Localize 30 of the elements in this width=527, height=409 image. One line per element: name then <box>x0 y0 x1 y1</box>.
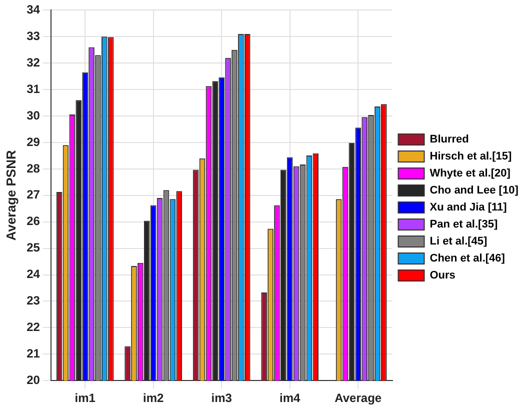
legend-label: Whyte et al.[20] <box>430 168 511 180</box>
y-tick-label: 22 <box>26 320 40 334</box>
x-tick-label: Average <box>334 391 382 406</box>
legend-label: Li et al.[45] <box>430 236 488 248</box>
x-tick-label: im1 <box>74 391 96 406</box>
legend-label: Blurred <box>430 134 469 146</box>
y-tick-label: 20 <box>26 372 40 387</box>
y-tick-label: 25 <box>26 240 40 255</box>
y-tick-label: 32 <box>26 55 40 70</box>
y-tick-label: 30 <box>26 108 40 122</box>
x-tick-label: im3 <box>211 391 232 406</box>
legend-label: Chen et al.[46] <box>430 252 506 265</box>
x-tick-label: im4 <box>280 391 301 406</box>
x-tick-label: im2 <box>142 391 164 406</box>
y-tick-label: 26 <box>26 214 40 228</box>
y-tick-label: 33 <box>26 28 40 43</box>
y-tick-label: 28 <box>26 161 40 176</box>
y-tick-label: 24 <box>26 267 40 282</box>
y-tick-label: 27 <box>26 188 40 202</box>
legend-label: Xu and Jia [11] <box>430 202 508 214</box>
y-tick-label: 23 <box>26 294 40 308</box>
legend-label: Hirsch et al.[15] <box>430 150 512 163</box>
legend-label: Ours <box>430 270 456 282</box>
y-axis-title: Average PSNR <box>3 150 18 241</box>
legend-label: Cho and Lee [10] <box>430 184 519 197</box>
y-tick-label: 31 <box>26 82 40 96</box>
y-tick-label: 34 <box>26 2 40 17</box>
y-tick-label: 29 <box>26 134 40 149</box>
legend-label: Pan et al.[35] <box>430 218 498 231</box>
y-tick-label: 21 <box>26 346 40 360</box>
